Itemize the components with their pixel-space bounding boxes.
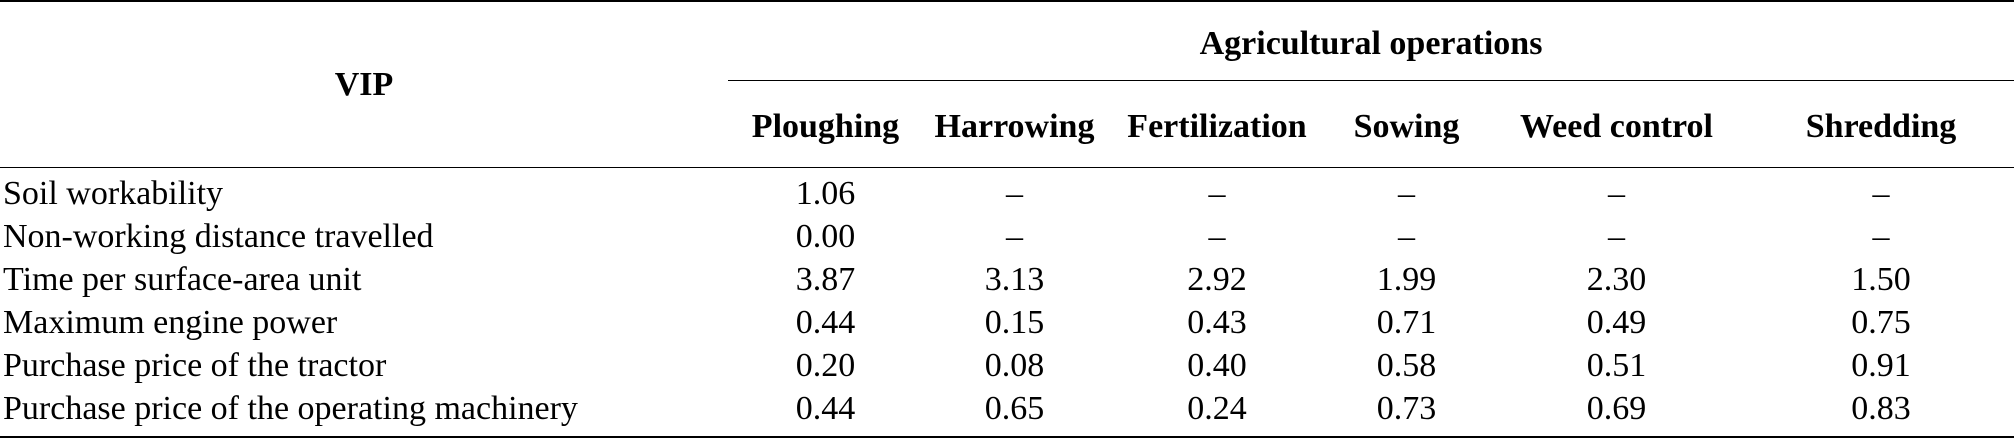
row-label: Maximum engine power bbox=[3, 303, 338, 341]
table-cell: – bbox=[1608, 217, 1625, 255]
table-cell: 0.49 bbox=[1586, 303, 1647, 341]
row-label: Time per surface-area unit bbox=[3, 260, 362, 298]
table-cell: 0.20 bbox=[795, 346, 856, 384]
table-cell: – bbox=[1398, 217, 1415, 255]
table-cell: 0.73 bbox=[1328, 387, 1485, 438]
table-cell: 0.65 bbox=[923, 387, 1106, 438]
row-label: Non-working distance travelled bbox=[3, 217, 434, 255]
column-header-shredding: Shredding bbox=[1748, 80, 2014, 168]
table-cell: 0.69 bbox=[1485, 387, 1748, 438]
table-cell: – bbox=[1872, 174, 1890, 212]
row-label: Purchase price of the tractor bbox=[3, 346, 387, 384]
column-header-harrowing: Harrowing bbox=[923, 80, 1106, 168]
column-header-ploughing: Ploughing bbox=[728, 80, 923, 168]
column-header-sowing: Sowing bbox=[1328, 80, 1485, 168]
table-cell: 2.92 bbox=[1187, 260, 1247, 298]
table-cell: – bbox=[1872, 217, 1890, 255]
column-header-fertilization: Fertilization bbox=[1106, 80, 1328, 168]
row-label: Purchase price of the operating machiner… bbox=[0, 387, 728, 438]
table-cell: 0.00 bbox=[795, 217, 856, 255]
table-row: Purchase price of the tractor 0.20 0.08 … bbox=[0, 344, 2014, 387]
column-header-weed-control: Weed control bbox=[1485, 80, 1748, 168]
table-cell: 0.24 bbox=[1106, 387, 1328, 438]
table-cell: 0.15 bbox=[984, 303, 1045, 341]
table-cell: – bbox=[1006, 174, 1023, 212]
table-row: Non-working distance travelled 0.00 – – … bbox=[0, 215, 2014, 258]
table-cell: 0.08 bbox=[984, 346, 1045, 384]
table-row: Time per surface-area unit 3.87 3.13 2.9… bbox=[0, 258, 2014, 301]
table-cell: 0.44 bbox=[795, 303, 856, 341]
table-cell: – bbox=[1208, 217, 1226, 255]
table-cell: 0.91 bbox=[1851, 346, 1911, 384]
table-row: Maximum engine power 0.44 0.15 0.43 0.71… bbox=[0, 301, 2014, 344]
table-cell: 0.44 bbox=[728, 387, 923, 438]
table-cell: 0.40 bbox=[1187, 346, 1247, 384]
table-row: Purchase price of the operating machiner… bbox=[0, 387, 2014, 438]
table-cell: – bbox=[1398, 174, 1415, 212]
table-cell: 1.99 bbox=[1376, 260, 1437, 298]
table-cell: 1.50 bbox=[1851, 260, 1911, 298]
table-cell: – bbox=[1208, 174, 1226, 212]
vip-header: VIP bbox=[0, 0, 728, 168]
agricultural-operations-header: Agricultural operations bbox=[728, 0, 2014, 81]
table-cell: 0.43 bbox=[1187, 303, 1247, 341]
table-cell: 1.06 bbox=[795, 174, 856, 212]
table-cell: 0.83 bbox=[1748, 387, 2014, 438]
table-cell: 3.13 bbox=[984, 260, 1045, 298]
table-cell: 3.87 bbox=[795, 260, 856, 298]
table-cell: – bbox=[1006, 217, 1023, 255]
table-cell: 0.71 bbox=[1376, 303, 1437, 341]
table-cell: 0.75 bbox=[1851, 303, 1911, 341]
row-label: Soil workability bbox=[3, 174, 224, 212]
table-cell: 2.30 bbox=[1586, 260, 1647, 298]
table-cell: 0.58 bbox=[1376, 346, 1437, 384]
table-row: Soil workability 1.06 – – – – – bbox=[0, 168, 2014, 216]
table-cell: 0.51 bbox=[1586, 346, 1647, 384]
table-cell: – bbox=[1608, 174, 1625, 212]
